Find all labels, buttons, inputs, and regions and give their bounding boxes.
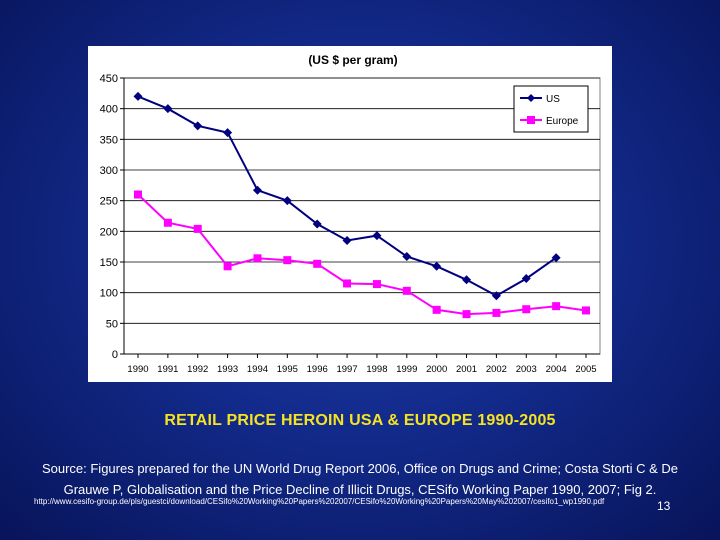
x-tick-label: 2004: [546, 364, 567, 375]
data-point-europe: [343, 279, 352, 288]
data-point-us: [252, 185, 262, 195]
data-point-us: [432, 261, 442, 271]
data-point-europe: [283, 256, 292, 265]
x-tick-label: 1999: [396, 364, 417, 375]
data-point-europe: [552, 302, 561, 311]
series-line-europe: [137, 193, 587, 316]
legend-marker: [527, 116, 535, 124]
data-point-europe: [492, 308, 501, 317]
legend-label-europe: Europe: [546, 116, 579, 127]
x-tick-label: 1990: [127, 364, 148, 375]
y-tick-label: 450: [100, 73, 118, 85]
source-citation: Source: Figures prepared for the UN Worl…: [41, 461, 679, 497]
y-tick-label: 400: [100, 104, 118, 116]
caption-title: RETAIL PRICE HEROIN USA & EUROPE 1990-20…: [164, 412, 556, 429]
x-tick-label: 1996: [307, 364, 328, 375]
x-tick-label: 1998: [366, 364, 387, 375]
source-url[interactable]: http://www.cesifo-group.de/pls/guestci/d…: [34, 497, 605, 506]
x-tick-label: 2001: [456, 364, 477, 375]
x-tick-label: 1992: [187, 364, 208, 375]
y-tick-label: 250: [100, 196, 118, 208]
chart-panel: 0 50 100 150 200 250 300 350 400 450 1990 1991 1992…: [88, 46, 612, 382]
data-point-europe: [163, 218, 172, 227]
x-tick-label: 1993: [217, 364, 238, 375]
page-number: 13: [657, 499, 671, 513]
x-tick-label: 2002: [486, 364, 507, 375]
data-point-us: [521, 274, 531, 284]
data-point-us: [551, 253, 561, 263]
data-point-us: [133, 91, 143, 101]
y-tick-label: 0: [112, 349, 118, 361]
data-point-us: [193, 121, 203, 131]
y-tick-label: 350: [100, 134, 118, 146]
x-tick-label: 1995: [277, 364, 298, 375]
x-tick-label: 2000: [426, 364, 447, 375]
data-point-europe: [402, 286, 411, 295]
data-point-europe: [522, 305, 531, 314]
data-point-us: [402, 251, 412, 261]
x-tick-label: 1994: [247, 364, 268, 375]
data-point-us: [223, 128, 233, 138]
data-point-europe: [253, 254, 262, 263]
data-point-europe: [313, 259, 322, 268]
data-point-us: [372, 231, 382, 241]
data-point-europe: [193, 224, 202, 233]
y-tick-label: 300: [100, 165, 118, 177]
y-tick-label: 100: [100, 288, 118, 300]
data-point-europe: [462, 310, 471, 319]
y-tick-label: 200: [100, 226, 118, 238]
x-tick-label: 2003: [516, 364, 537, 375]
legend-label-us: US: [546, 94, 560, 105]
legend-marker: [527, 94, 535, 102]
data-point-europe: [372, 280, 381, 289]
data-point-europe: [432, 305, 441, 314]
data-point-us: [312, 219, 322, 229]
data-point-europe: [582, 306, 590, 315]
y-tick-label: 150: [100, 257, 118, 269]
line-chart: 0 50 100 150 200 250 300 350 400 450 1990 1991 1992…: [100, 53, 601, 375]
data-point-us: [163, 104, 173, 114]
y-tick-label: 50: [106, 318, 118, 330]
data-point-us: [491, 291, 501, 301]
data-point-us: [282, 196, 292, 206]
data-point-europe: [223, 262, 232, 271]
data-point-us: [342, 236, 352, 246]
x-tick-label: 2005: [575, 364, 596, 375]
legend: [513, 85, 589, 133]
chart-title: (US $ per gram): [308, 53, 397, 67]
data-point-us: [462, 275, 472, 285]
data-point-europe: [134, 190, 142, 199]
x-tick-label: 1997: [336, 364, 357, 375]
x-tick-label: 1991: [157, 364, 178, 375]
